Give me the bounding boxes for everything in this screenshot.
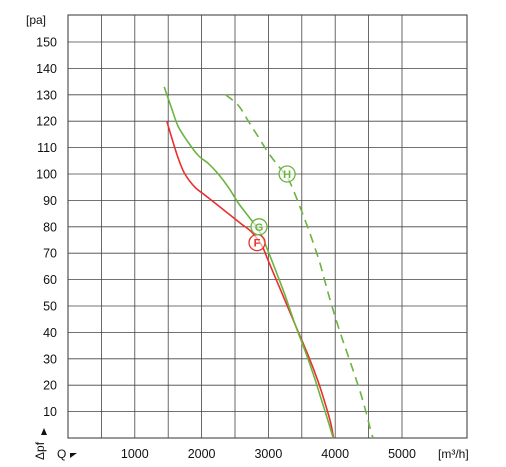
x-axis-symbol: Q xyxy=(57,447,66,461)
x-axis-unit: [m³/h] xyxy=(438,447,469,461)
y-axis-symbol: Δpf xyxy=(33,441,47,460)
series-label-F: F xyxy=(254,238,261,250)
series-label-H: H xyxy=(283,169,291,181)
x-axis-arrow-icon xyxy=(70,453,77,458)
series-label-circle-G xyxy=(250,218,268,236)
y-tick-label: 100 xyxy=(36,168,57,182)
y-tick-label: 10 xyxy=(43,405,57,419)
x-tick-label: 1000 xyxy=(121,447,149,461)
y-tick-label: 80 xyxy=(43,220,57,234)
series-line-F xyxy=(166,120,335,439)
y-tick-label: 60 xyxy=(43,273,57,287)
series-line-H xyxy=(225,94,375,439)
x-tick-label: 3000 xyxy=(254,447,282,461)
y-tick-label: 50 xyxy=(43,300,57,314)
x-tick-label: 4000 xyxy=(321,447,349,461)
y-axis-unit: [pa] xyxy=(26,13,46,27)
y-tick-label: 140 xyxy=(36,62,57,76)
y-tick-label: 40 xyxy=(43,326,57,340)
series-label-G: G xyxy=(255,222,264,234)
y-tick-label: 130 xyxy=(36,88,57,102)
y-tick-label: 150 xyxy=(36,36,57,50)
axis-labels: [pa] [m³/h] Q Δpf xyxy=(26,13,469,461)
grid: 10 20 30 40 50 60 70 80 90 100 110 120 130 140 150 1000… xyxy=(36,14,468,461)
y-tick-label: 110 xyxy=(37,141,57,155)
y-tick-label: 90 xyxy=(43,194,57,208)
y-tick-label: 30 xyxy=(43,352,57,366)
x-tick-label: 2000 xyxy=(188,447,216,461)
x-tick-label: 5000 xyxy=(388,447,416,461)
curve-labels: FG H xyxy=(248,165,296,252)
y-tick-label: 120 xyxy=(36,115,57,129)
y-tick-label: 70 xyxy=(43,247,57,261)
y-tick-label: 20 xyxy=(43,379,57,393)
series-label-circle-H xyxy=(278,165,296,183)
y-axis-arrow-icon xyxy=(41,428,47,435)
